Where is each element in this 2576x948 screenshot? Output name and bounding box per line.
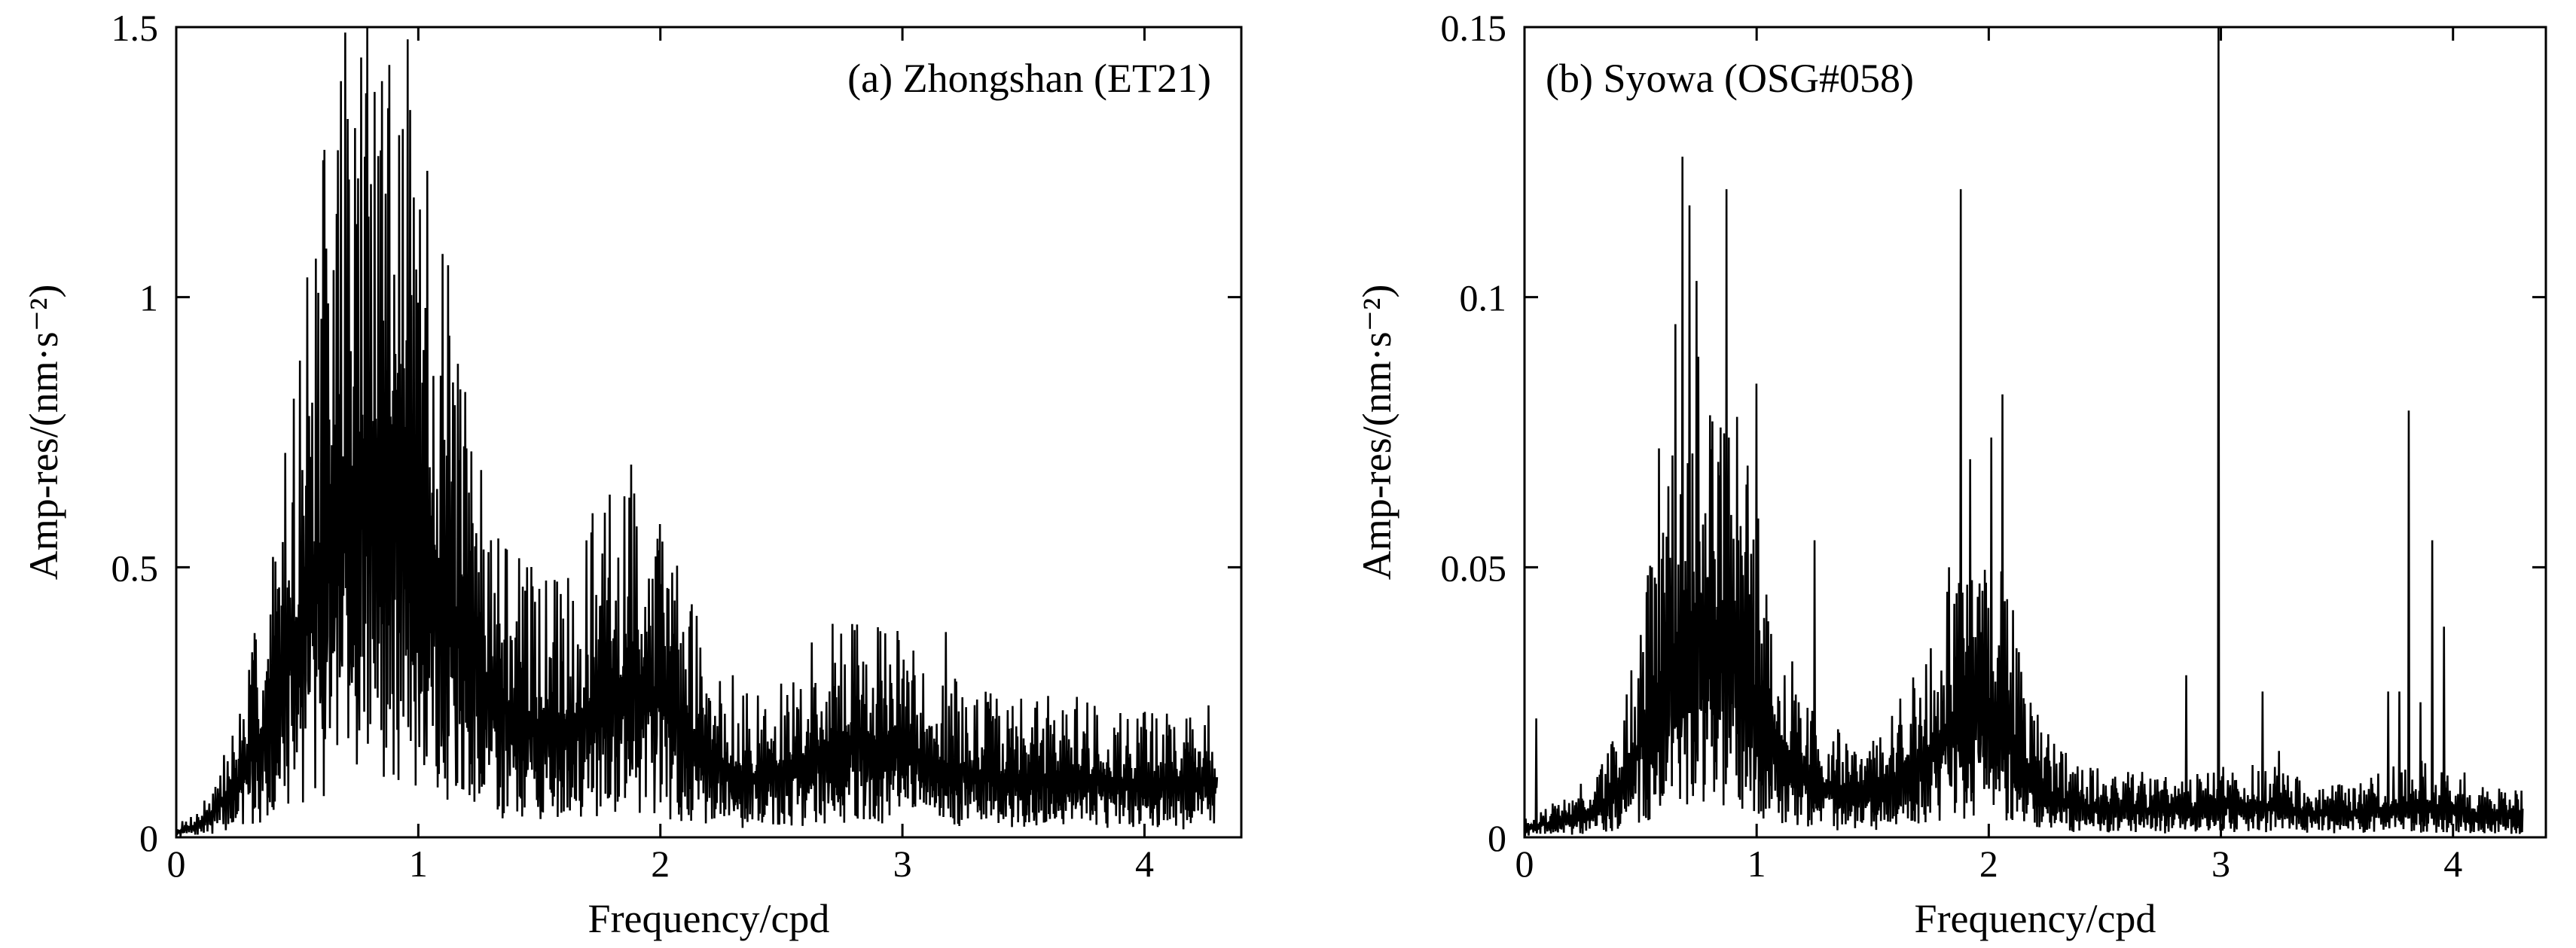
- x-tick-label: 3: [893, 843, 912, 885]
- x-tick-label: 4: [2443, 843, 2462, 885]
- panel-b-series: [1523, 26, 2524, 837]
- y-tick-label: 1.5: [111, 7, 159, 49]
- y-tick-label: 0.1: [1460, 277, 1507, 319]
- panel-a-label: (a) Zhongshan (ET21): [847, 56, 1211, 101]
- panel-b-tick-labels: 0 1 2 3 4 0 0.05 0.1 0.15: [1441, 7, 2463, 885]
- x-tick-label: 3: [2211, 843, 2230, 885]
- y-tick-label: 0: [1488, 817, 1506, 859]
- x-tick-label: 4: [1135, 843, 1154, 885]
- y-tick-label: 1: [139, 277, 158, 319]
- panel-b-ticks: [1523, 26, 2546, 839]
- panel-b-spectrum-line: [1523, 26, 2524, 837]
- x-tick-label: 0: [167, 843, 186, 885]
- x-tick-label: 1: [409, 843, 428, 885]
- panel-a-frame: [175, 26, 1243, 839]
- panel-a-y-axis-title: Amp-res/(nm·s⁻²): [21, 285, 66, 581]
- panel-a-series: [175, 26, 1219, 837]
- panel-b-x-axis-title: Frequency/cpd: [1915, 896, 2156, 941]
- y-tick-label: 0.15: [1441, 7, 1507, 49]
- x-tick-label: 1: [1747, 843, 1766, 885]
- x-tick-label: 2: [651, 843, 670, 885]
- y-tick-label: 0: [139, 817, 158, 859]
- y-tick-label: 0.5: [111, 547, 159, 589]
- panel-b-y-axis-title: Amp-res/(nm·s⁻²): [1354, 285, 1399, 581]
- panel-b: 0 1 2 3 4 0 0.05 0.1 0.15 (b) Syowa (OSG#058) Fr…: [1354, 7, 2547, 941]
- x-tick-label: 0: [1515, 843, 1534, 885]
- panel-a-ticks: [175, 26, 1241, 839]
- panel-b-label: (b) Syowa (OSG#058): [1546, 56, 1914, 101]
- panel-b-frame: [1523, 26, 2547, 839]
- panel-a-x-axis-title: Frequency/cpd: [588, 896, 830, 941]
- panel-a: 0 1 2 3 4 0 0.5 1 1.5 (a) Zhongshan (ET21) Frequ…: [21, 7, 1243, 941]
- x-tick-label: 2: [1979, 843, 1998, 885]
- panel-a-tick-labels: 0 1 2 3 4 0 0.5 1 1.5: [111, 7, 1154, 885]
- y-tick-label: 0.05: [1441, 547, 1507, 589]
- panel-a-spectrum-line: [175, 26, 1219, 837]
